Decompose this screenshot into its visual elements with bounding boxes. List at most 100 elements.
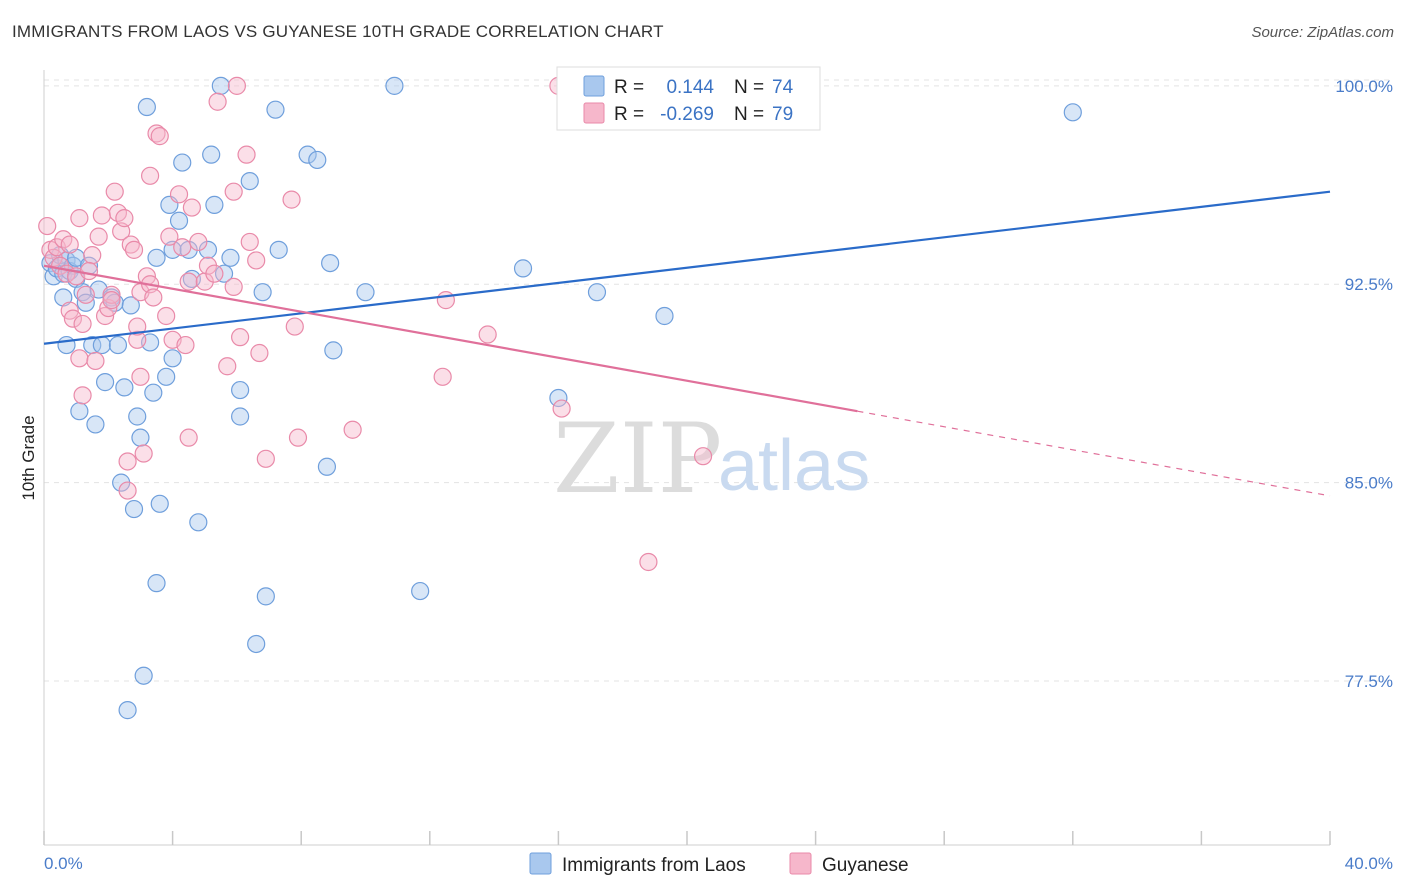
data-point-guyanese (121, 235, 140, 254)
data-point-guyanese (102, 285, 121, 304)
data-point-guyanese (128, 330, 147, 349)
data-point-laos (150, 494, 169, 513)
data-point-laos (253, 283, 272, 302)
data-point-guyanese (63, 309, 83, 328)
data-point-guyanese (102, 291, 121, 310)
data-point-guyanese (147, 124, 166, 143)
data-point-guyanese (218, 357, 237, 376)
data-point-laos (95, 373, 115, 392)
data-point-laos (92, 335, 111, 355)
data-point-laos (131, 428, 150, 447)
data-point-laos (269, 240, 288, 259)
data-point-guyanese (182, 198, 201, 217)
data-point-guyanese (179, 428, 198, 447)
data-point-laos (266, 100, 285, 119)
data-point-guyanese (124, 240, 144, 259)
x-axis-ticks (43, 831, 1331, 845)
legend-n-value-laos: 74 (772, 77, 794, 98)
data-point-laos (124, 499, 144, 519)
x-tick-label-max: 40.0% (1345, 854, 1393, 873)
data-point-guyanese (227, 76, 246, 95)
trend-lines (43, 190, 1331, 497)
data-point-guyanese (60, 235, 79, 254)
data-point-guyanese (256, 449, 275, 468)
data-point-guyanese (176, 335, 195, 355)
chart-title: IMMIGRANTS FROM LAOS VS GUYANESE 10TH GR… (12, 22, 664, 41)
data-point-laos (121, 296, 140, 315)
data-point-guyanese (288, 428, 308, 447)
data-point-guyanese (478, 325, 497, 344)
data-point-laos (147, 574, 166, 593)
data-point-guyanese (144, 288, 163, 307)
data-point-laos (214, 264, 234, 283)
watermark-atlas: atlas (718, 426, 870, 506)
data-point-laos (308, 150, 327, 170)
data-point-laos (128, 407, 147, 426)
data-point-laos (587, 283, 607, 302)
data-point-laos (356, 283, 375, 302)
data-point-guyanese (436, 291, 455, 310)
data-point-guyanese (224, 182, 243, 201)
series-laos-points (41, 76, 1082, 720)
data-point-laos (202, 145, 221, 164)
data-point-guyanese (73, 386, 92, 405)
data-point-guyanese (693, 447, 713, 466)
data-point-laos (157, 367, 176, 386)
data-point-laos (115, 378, 134, 397)
data-point-laos (134, 666, 153, 685)
data-point-laos (173, 153, 192, 172)
data-point-laos (147, 248, 166, 267)
data-point-laos (137, 97, 156, 117)
data-point-guyanese (237, 145, 256, 164)
data-point-guyanese (639, 552, 658, 572)
legend-r-label-guyanese: R = (614, 104, 644, 125)
legend-r-value-laos: 0.144 (666, 77, 714, 98)
legend-r-value-guyanese: -0.269 (660, 104, 714, 125)
legend: R = 0.144 N = 74 R = -0.269 N = 79 (556, 66, 821, 131)
data-point-guyanese (76, 285, 95, 304)
data-point-guyanese (134, 444, 153, 463)
legend-swatch-laos (583, 75, 605, 97)
source-credit: Source: ZipAtlas.com (1251, 24, 1394, 41)
data-point-laos (324, 341, 343, 360)
data-point-guyanese (282, 190, 301, 209)
data-point-laos (108, 335, 128, 355)
data-point-guyanese (86, 351, 105, 371)
data-point-guyanese (240, 232, 259, 252)
data-point-laos (256, 587, 275, 606)
y-axis-label: 10th Grade (19, 415, 38, 500)
data-point-laos (549, 388, 568, 408)
x-tick-label-min: 0.0% (44, 854, 83, 873)
data-point-guyanese (70, 209, 89, 228)
y-axis-tick-labels: 77.5% 85.0% 92.5% 100.0% (1335, 77, 1393, 691)
data-point-laos (205, 195, 224, 214)
legend-swatch-guyanese (583, 102, 605, 124)
data-point-guyanese (552, 399, 571, 418)
data-point-guyanese (92, 206, 111, 225)
data-point-guyanese (224, 277, 243, 296)
data-point-laos (231, 407, 250, 426)
y-tick-label: 100.0% (1335, 77, 1393, 96)
data-point-laos (1063, 103, 1082, 122)
data-point-guyanese (160, 227, 179, 246)
data-point-guyanese (140, 166, 160, 185)
y-tick-label: 85.0% (1345, 474, 1393, 493)
data-point-guyanese (169, 185, 189, 204)
data-point-guyanese (189, 232, 208, 252)
data-point-guyanese (73, 314, 92, 334)
data-point-laos (86, 415, 105, 434)
data-point-guyanese (250, 343, 269, 363)
data-point-guyanese (208, 92, 227, 111)
bottom-legend-swatch-guyanese (789, 852, 812, 875)
data-point-laos (317, 457, 337, 476)
data-point-laos (221, 248, 240, 267)
data-point-laos (70, 402, 89, 421)
data-point-guyanese (83, 246, 102, 265)
data-point-laos (211, 76, 230, 95)
legend-n-label-laos: N = (734, 77, 764, 98)
watermark: ZIP atlas (553, 403, 870, 515)
y-tick-label: 92.5% (1345, 275, 1393, 294)
data-point-guyanese (150, 127, 169, 146)
legend-r-label-laos: R = (614, 77, 644, 98)
